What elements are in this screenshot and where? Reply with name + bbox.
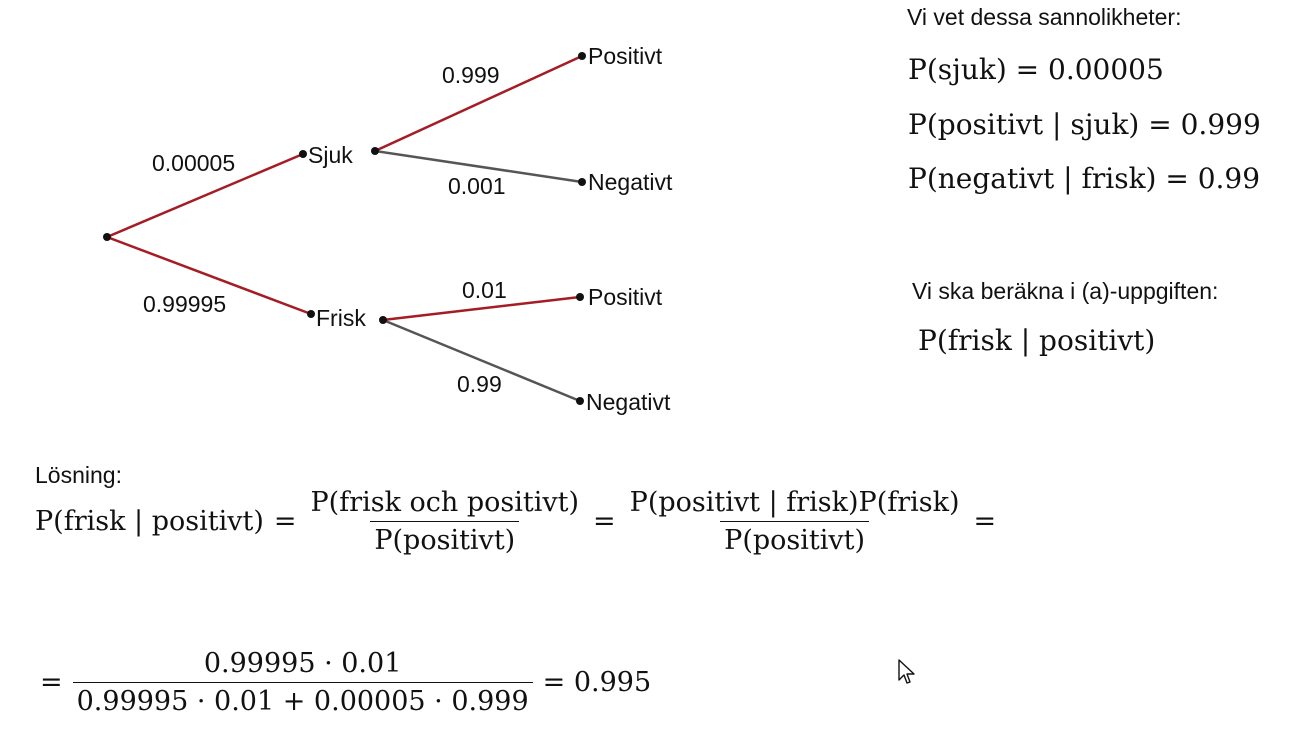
mouse-cursor-icon [898, 659, 915, 684]
edge-root-frisk [106, 235, 312, 316]
label-frisk-negative: Negativt [586, 389, 671, 415]
label-sjuk-negative: Negativt [588, 169, 673, 195]
label-frisk-positive: Positivt [588, 284, 663, 310]
node-frisk-in [307, 310, 315, 318]
node-frisk-out [379, 316, 387, 324]
prob-frisk-positive: 0.01 [462, 277, 507, 303]
label-sjuk: Sjuk [308, 142, 353, 168]
node-sjuk-positive [578, 52, 586, 60]
node-sjuk-negative [578, 178, 586, 186]
task-expression: P(frisk | positivt) [918, 324, 1156, 357]
node-root [103, 233, 111, 241]
fraction-denominator: P(positivt) [370, 521, 520, 556]
fraction-numerator: P(frisk och positivt) [310, 487, 580, 518]
known-heading: Vi vet dessa sannolikheter: [907, 4, 1182, 30]
prob-sjuk-positive: 0.999 [442, 62, 500, 88]
fraction-denominator: 0.99995 · 0.01 + 0.00005 · 0.999 [72, 682, 533, 717]
solution-line-1: P(frisk | positivt) = P(frisk och positi… [35, 487, 1006, 556]
edge-frisk-positive [382, 295, 581, 322]
solution-line-2: = 0.99995 · 0.01 0.99995 · 0.01 + 0.0000… [30, 648, 651, 717]
fraction-denominator: P(positivt) [720, 521, 870, 556]
equals-sign: = [273, 506, 297, 537]
fraction-numeric: 0.99995 · 0.01 0.99995 · 0.01 + 0.00005 … [72, 648, 533, 717]
task-heading: Vi ska beräkna i (a)-uppgiften: [912, 278, 1219, 304]
known-line-1: P(sjuk) = 0.00005 [908, 53, 1164, 86]
prob-sjuk-negative: 0.001 [448, 173, 506, 199]
probability-tree: Sjuk Frisk Positivt Negativt Positivt Ne… [103, 43, 673, 415]
node-frisk-negative [576, 397, 584, 405]
known-line-3: P(negativt | frisk) = 0.99 [908, 162, 1261, 195]
edge-frisk-negative [382, 318, 581, 403]
prob-frisk-negative: 0.99 [457, 371, 502, 397]
label-frisk: Frisk [316, 305, 366, 331]
node-sjuk-in [299, 150, 307, 158]
solution-result: = 0.995 [542, 667, 652, 698]
solution-lhs: P(frisk | positivt) [35, 506, 264, 537]
prob-root-sjuk: 0.00005 [152, 150, 235, 176]
edge-root-sjuk [106, 152, 304, 239]
fraction-numerator: 0.99995 · 0.01 [203, 648, 402, 679]
node-sjuk-out [371, 147, 379, 155]
equals-sign: = [40, 667, 63, 698]
fraction-numerator: P(positivt | frisk)P(frisk) [629, 487, 960, 518]
edge-sjuk-positive [374, 54, 583, 153]
fraction-bayes: P(positivt | frisk)P(frisk) P(positivt) [626, 487, 964, 556]
known-line-2: P(positivt | sjuk) = 0.999 [908, 108, 1261, 141]
equals-sign: = [593, 506, 616, 537]
prob-root-frisk: 0.99995 [143, 291, 226, 317]
node-frisk-positive [576, 293, 584, 301]
fraction-definition: P(frisk och positivt) P(positivt) [307, 487, 584, 556]
equals-sign: = [973, 506, 997, 537]
solution-heading: Lösning: [35, 462, 122, 488]
label-sjuk-positive: Positivt [588, 43, 663, 69]
edge-sjuk-negative [374, 149, 583, 184]
